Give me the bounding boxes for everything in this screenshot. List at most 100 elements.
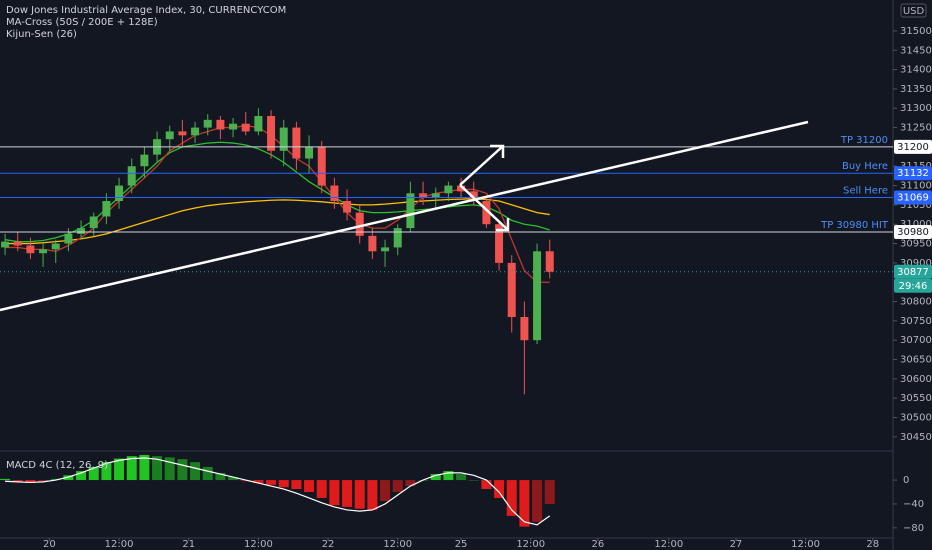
histogram-bar — [25, 480, 36, 483]
histogram-bar — [405, 480, 416, 487]
x-tick-label: 21 — [182, 539, 195, 550]
candle-body — [26, 245, 35, 254]
histogram-bar — [253, 480, 264, 484]
candle-body — [343, 201, 352, 213]
candle-body — [545, 251, 554, 272]
histogram-bar — [544, 480, 555, 504]
x-tick-label: 20 — [43, 539, 56, 550]
candle-body — [495, 224, 504, 263]
candle-body — [520, 317, 529, 341]
y-tick-label: 31350 — [900, 84, 932, 95]
histogram-bar — [354, 480, 365, 509]
x-tick-label: 28 — [866, 539, 879, 550]
candle-body — [317, 146, 326, 186]
candle-body — [393, 228, 402, 248]
histogram-bar — [519, 480, 530, 527]
histogram-bar — [177, 459, 188, 481]
histogram-bar — [215, 472, 226, 481]
chart-title: Dow Jones Industrial Average Index, 30, … — [6, 5, 286, 16]
y-tick-label: 30650 — [900, 355, 932, 366]
level-label: Buy Here — [842, 161, 888, 172]
candle-body — [355, 212, 364, 236]
histogram-bar — [468, 480, 479, 481]
y-tick-label: 31450 — [900, 45, 932, 56]
candle-body — [39, 249, 48, 254]
histogram-bar — [38, 480, 49, 482]
candle-body — [431, 193, 440, 198]
histogram-bar — [202, 466, 213, 481]
histogram-bar — [101, 462, 112, 481]
histogram-bar — [481, 480, 492, 490]
histogram-bar — [456, 474, 467, 481]
candle-body — [51, 243, 60, 250]
candle-body — [457, 185, 466, 192]
plot: 3150031450314003135031300312503115031100… — [0, 26, 932, 550]
price-tag — [894, 139, 932, 154]
countdown-tag — [894, 278, 932, 293]
indicator-label: MA-Cross (50S / 200E + 128E) — [6, 17, 158, 28]
candle-body — [292, 127, 301, 159]
histogram-bar — [12, 480, 23, 482]
y-tick-label: 30500 — [900, 413, 932, 424]
candle-body — [279, 127, 288, 151]
y-tick-label: −80 — [903, 523, 924, 534]
candle-body — [254, 115, 263, 132]
x-tick-label: 12:00 — [654, 539, 683, 550]
histogram-bar — [190, 462, 201, 481]
candle-body — [381, 247, 390, 252]
candle-body — [178, 131, 187, 136]
y-tick-label: 31050 — [900, 200, 932, 211]
histogram-bar — [126, 456, 137, 481]
candle-body — [533, 251, 542, 341]
moving-average — [5, 124, 550, 283]
moving-average — [5, 198, 550, 245]
candle-body — [127, 166, 136, 186]
x-tick-label: 22 — [322, 539, 335, 550]
y-tick-label: 30700 — [900, 335, 932, 346]
level-label: Sell Here — [843, 186, 888, 197]
candle-body — [77, 228, 86, 234]
histogram-bar — [443, 471, 454, 481]
histogram-bar — [316, 480, 327, 498]
histogram-bar — [152, 456, 163, 481]
price-tag — [894, 224, 932, 239]
candle-body — [482, 201, 491, 225]
candle-body — [64, 233, 73, 244]
y-tick-label: 31000 — [900, 219, 932, 230]
candle-body — [191, 127, 200, 136]
level-label: TP 31200 — [840, 135, 888, 146]
currency[interactable]: USD — [903, 6, 925, 17]
candle-body — [203, 119, 212, 128]
last-price-tag — [894, 264, 932, 279]
candle-body — [419, 193, 428, 198]
candle-body — [267, 115, 276, 151]
arrow-head — [496, 218, 510, 232]
histogram-bar — [291, 480, 302, 490]
histogram-bar — [278, 480, 289, 488]
histogram-bar — [0, 478, 11, 481]
price-tag — [894, 190, 932, 205]
price-tag-label: 30980 — [897, 227, 929, 238]
y-tick-label: 30550 — [900, 393, 932, 404]
histogram-bar — [139, 454, 150, 481]
currency-box[interactable] — [900, 3, 927, 18]
y-tick-label: 31250 — [900, 123, 932, 134]
histogram-bar — [228, 477, 239, 481]
macd-title: MACD 4C (12, 26, 9) — [6, 460, 108, 471]
candle-body — [89, 216, 98, 229]
x-tick-label: 27 — [730, 539, 743, 550]
y-tick-label: 31500 — [900, 26, 932, 37]
histogram-bar — [342, 480, 353, 507]
y-tick-label: 30450 — [900, 432, 932, 443]
histogram-bar — [367, 480, 378, 510]
x-tick-label: 25 — [455, 539, 468, 550]
indicator-label: Kijun-Sen (26) — [6, 29, 77, 40]
candle-body — [241, 123, 250, 132]
histogram-bar — [164, 457, 175, 481]
countdown: 29:46 — [899, 281, 928, 292]
candle-body — [368, 235, 377, 252]
candle-body — [115, 185, 124, 202]
histogram-bar — [380, 480, 391, 501]
y-tick-label: 31300 — [900, 103, 932, 114]
